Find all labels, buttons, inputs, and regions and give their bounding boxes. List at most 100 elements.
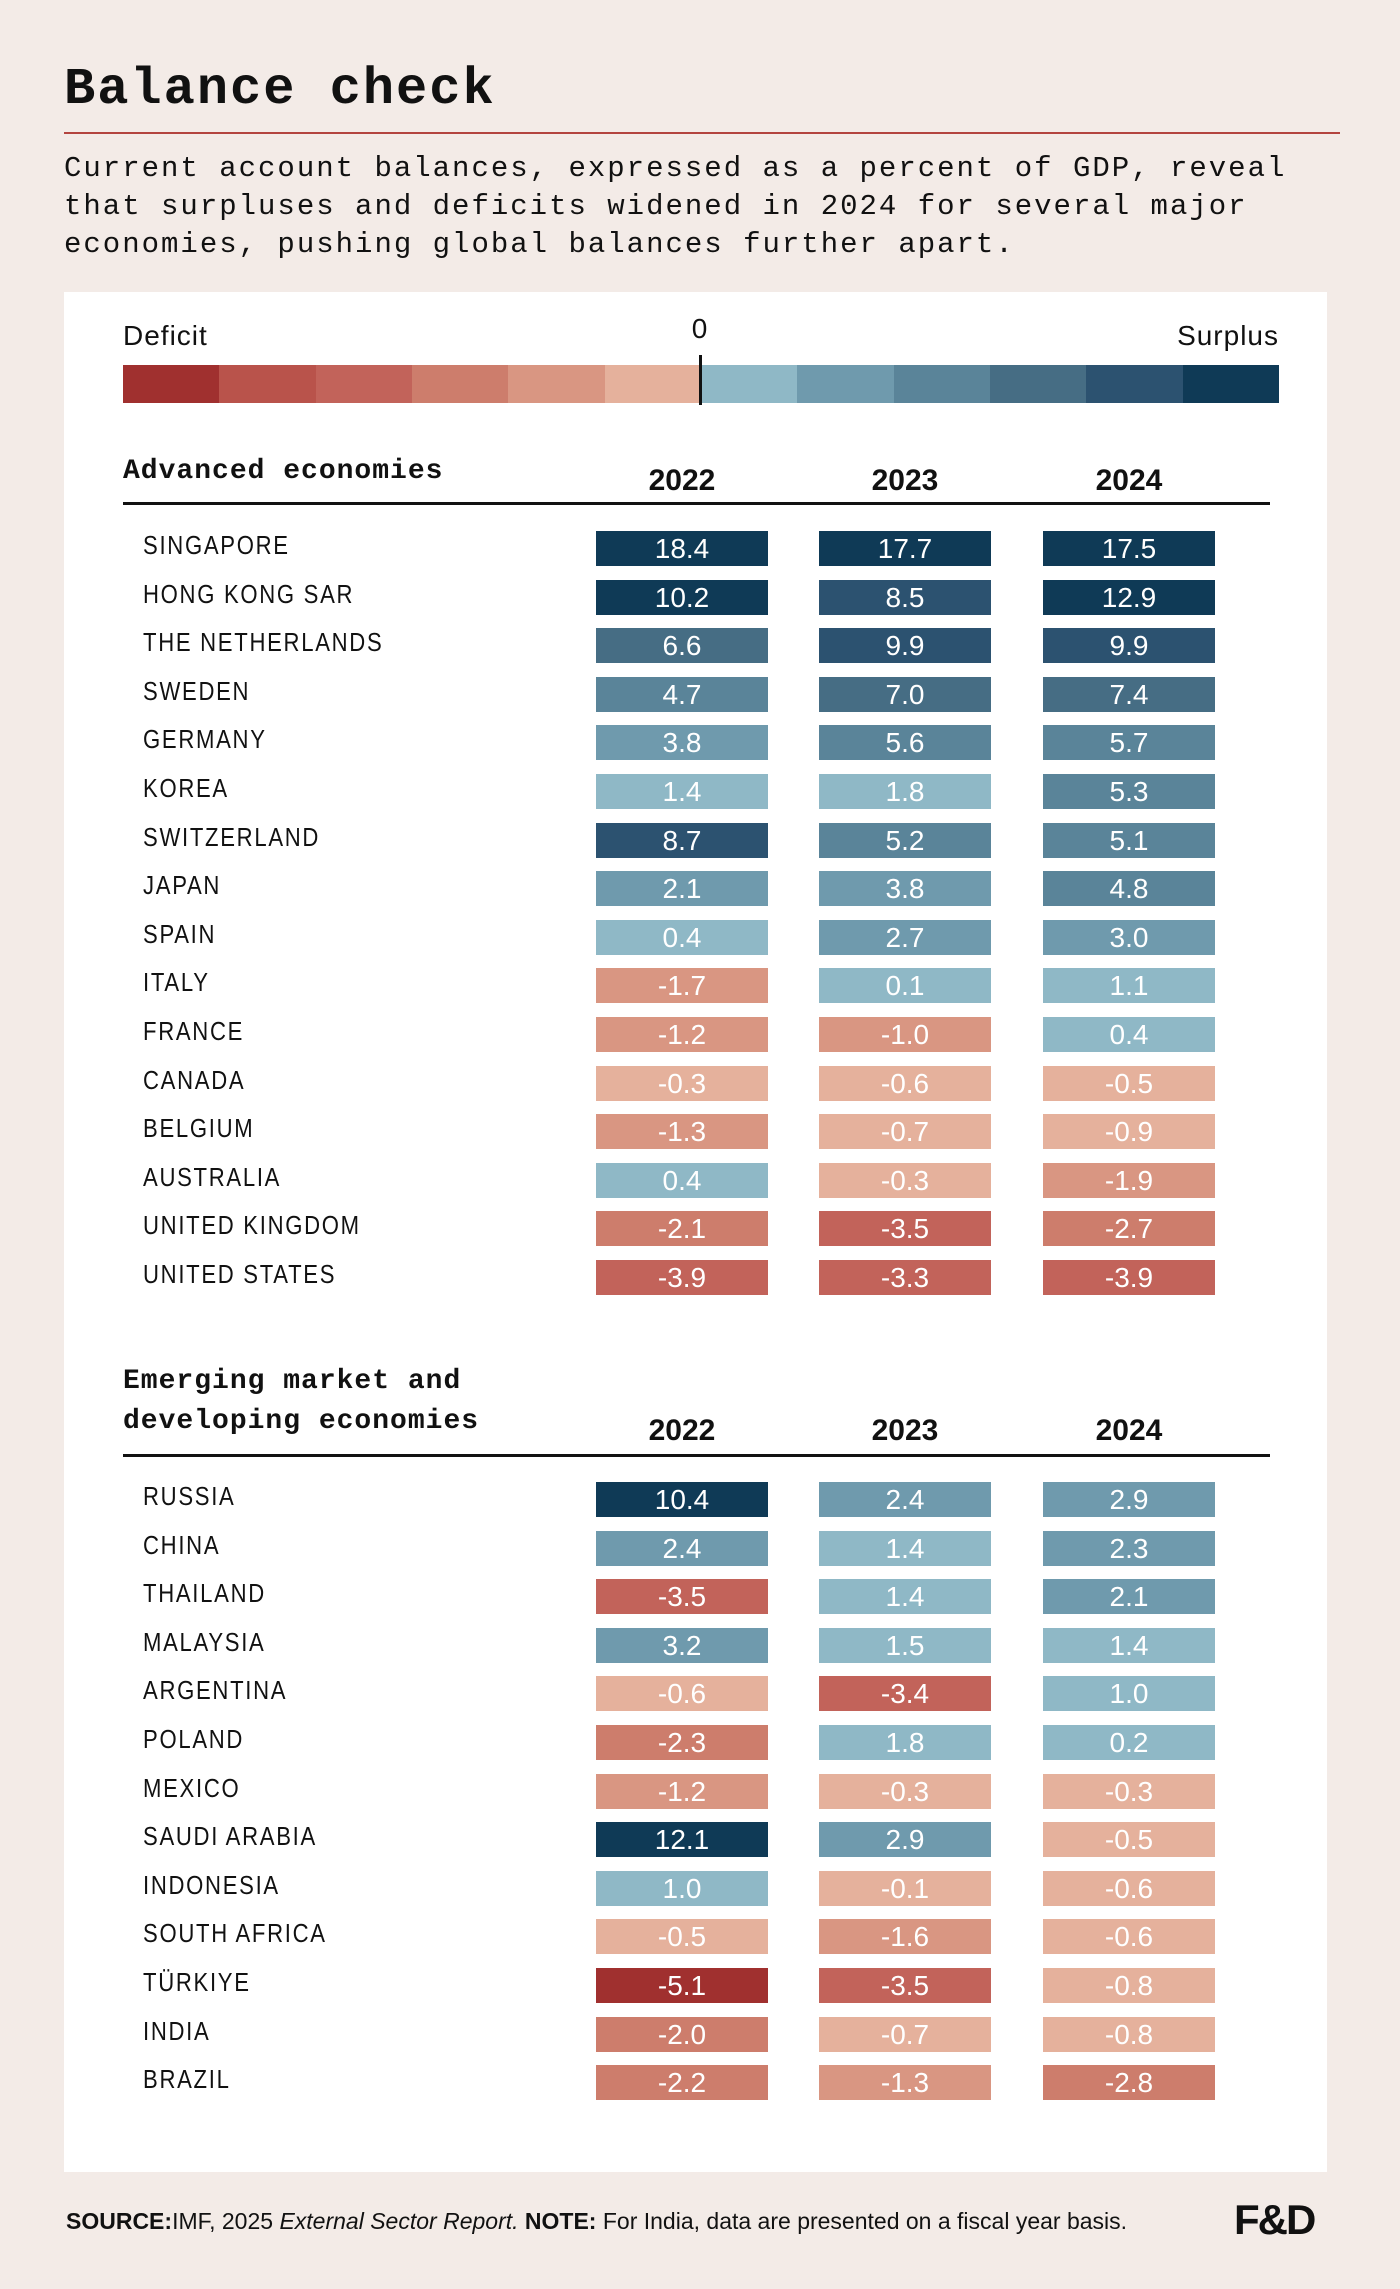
value-cell: 1.4 xyxy=(819,1579,991,1615)
value-cell: 5.3 xyxy=(1043,774,1215,809)
value-cell: 2.3 xyxy=(1043,1530,1215,1566)
value-cell: 17.7 xyxy=(819,531,991,566)
value-cell: -0.3 xyxy=(819,1773,991,1809)
value-cell: 5.1 xyxy=(1043,822,1215,858)
table-row: BRAZIL -2.2 -1.3 -2.8 xyxy=(123,2058,1270,2107)
value-cell: 17.5 xyxy=(1043,531,1215,566)
table-row: SINGAPORE 18.4 17.7 17.5 xyxy=(123,524,1270,573)
value-cell: -0.6 xyxy=(1043,1870,1215,1906)
legend-swatch xyxy=(123,365,220,403)
table-row: KOREA 1.4 1.8 5.3 xyxy=(123,767,1270,816)
value-cell: -3.9 xyxy=(1043,1260,1215,1295)
value-cell: 1.4 xyxy=(1043,1627,1215,1663)
value-cell: -0.7 xyxy=(819,1114,991,1150)
value-cell: -0.9 xyxy=(1043,1114,1215,1150)
value-cell: 5.7 xyxy=(1043,725,1215,761)
value-cell: -1.0 xyxy=(819,1017,991,1052)
value-cell: -0.3 xyxy=(819,1162,991,1198)
country-name: UNITED KINGDOM xyxy=(143,1210,361,1241)
country-name: SOUTH AFRICA xyxy=(143,1918,327,1949)
value-cell: 2.9 xyxy=(819,1822,991,1858)
country-name: TÜRKIYE xyxy=(143,1967,251,1997)
country-name: RUSSIA xyxy=(143,1481,236,1511)
table-row: INDONESIA 1.0 -0.1 -0.6 xyxy=(123,1864,1270,1913)
value-cell: -1.7 xyxy=(596,968,768,1004)
report: External Sector Report. xyxy=(279,2208,519,2234)
source: IMF, 2025 xyxy=(172,2208,280,2234)
country-name: ITALY xyxy=(143,967,210,998)
table-row: MEXICO -1.2 -0.3 -0.3 xyxy=(123,1767,1270,1816)
value-cell: 9.9 xyxy=(1043,628,1215,664)
value-cell: 18.4 xyxy=(596,531,768,566)
legend-swatch xyxy=(411,365,509,403)
value-cell: 1.8 xyxy=(819,774,991,809)
value-cell: 1.4 xyxy=(819,1530,991,1566)
value-cell: -3.3 xyxy=(819,1260,991,1295)
value-cell: -1.2 xyxy=(596,1017,768,1052)
year-header: 2023 xyxy=(871,1414,939,1447)
legend-swatch xyxy=(315,365,412,403)
value-cell: 5.2 xyxy=(819,822,991,858)
value-cell: 1.0 xyxy=(1043,1676,1215,1712)
country-name: MEXICO xyxy=(143,1772,241,1803)
value-cell: -2.8 xyxy=(1043,2065,1215,2101)
section-title: Emerging market and developing economies xyxy=(123,1366,480,1437)
value-cell: -3.5 xyxy=(819,1968,991,2003)
value-cell: 1.5 xyxy=(819,1627,991,1663)
value-cell: 0.1 xyxy=(819,968,991,1004)
value-cell: -0.6 xyxy=(1043,1919,1215,1955)
table-row: HONG KONG SAR 10.2 8.5 12.9 xyxy=(123,573,1270,622)
year-header: 2022 xyxy=(648,464,716,497)
value-cell: -0.3 xyxy=(1043,1773,1215,1809)
country-name: SAUDI ARABIA xyxy=(143,1821,317,1852)
legend-swatch xyxy=(508,365,605,403)
value-cell: 1.8 xyxy=(819,1725,991,1760)
value-cell: -1.2 xyxy=(596,1773,768,1809)
country-name: THAILAND xyxy=(143,1578,266,1609)
table-row: THAILAND -3.5 1.4 2.1 xyxy=(123,1572,1270,1621)
value-cell: -0.7 xyxy=(819,2016,991,2052)
legend-bar xyxy=(123,365,1279,403)
value-cell: 0.2 xyxy=(1043,1725,1215,1760)
legend-swatch xyxy=(797,365,894,403)
value-cell: -0.6 xyxy=(819,1065,991,1101)
country-name: CHINA xyxy=(143,1529,221,1560)
value-cell: 4.7 xyxy=(596,676,768,712)
country-name: AUSTRALIA xyxy=(143,1161,282,1192)
value-cell: -2.7 xyxy=(1043,1211,1215,1247)
table-row: POLAND -2.3 1.8 0.2 xyxy=(123,1718,1270,1767)
value-cell: 1.1 xyxy=(1043,968,1215,1004)
value-cell: 3.8 xyxy=(819,871,991,907)
value-cell: 0.4 xyxy=(1043,1017,1215,1052)
legend-zero: 0 xyxy=(691,313,709,344)
value-cell: 10.2 xyxy=(596,579,768,615)
source-label: SOURCE: xyxy=(66,2208,173,2234)
country-name: GERMANY xyxy=(143,724,267,755)
year-header: 2022 xyxy=(648,1414,716,1447)
note-label: NOTE: xyxy=(518,2208,597,2234)
country-name: CANADA xyxy=(143,1064,246,1095)
value-cell: 1.0 xyxy=(596,1870,768,1906)
table-row: ARGENTINA -0.6 -3.4 1.0 xyxy=(123,1669,1270,1718)
value-cell: -0.8 xyxy=(1043,2016,1215,2052)
value-cell: 10.4 xyxy=(596,1482,768,1517)
value-cell: -1.9 xyxy=(1043,1162,1215,1198)
country-name: BRAZIL xyxy=(143,2064,231,2095)
value-cell: -0.5 xyxy=(1043,1822,1215,1858)
value-cell: 3.2 xyxy=(596,1627,768,1663)
table-row: GERMANY 3.8 5.6 5.7 xyxy=(123,718,1270,767)
table-row: SWITZERLAND 8.7 5.2 5.1 xyxy=(123,816,1270,865)
value-cell: 5.6 xyxy=(819,725,991,761)
table-row: ITALY -1.7 0.1 1.1 xyxy=(123,961,1270,1010)
country-name: SWEDEN xyxy=(143,675,251,706)
legend-deficit: Deficit xyxy=(123,320,208,351)
country-name: KOREA xyxy=(143,773,229,803)
country-name: JAPAN xyxy=(143,870,222,901)
table-row: FRANCE -1.2 -1.0 0.4 xyxy=(123,1010,1270,1059)
value-cell: -3.5 xyxy=(819,1211,991,1247)
subtitle: Current account balances, expressed as a… xyxy=(64,152,1287,261)
value-cell: -3.9 xyxy=(596,1260,768,1295)
table-row: INDIA -2.0 -0.7 -0.8 xyxy=(123,2010,1270,2059)
value-cell: 2.7 xyxy=(819,919,991,955)
